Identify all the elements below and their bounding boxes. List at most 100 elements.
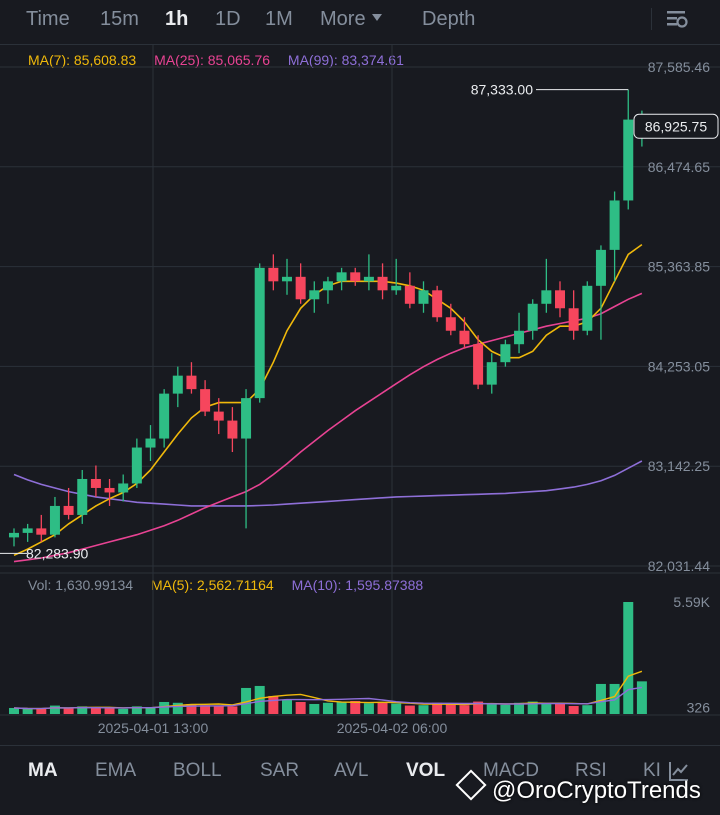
- chart-settings-icon[interactable]: [664, 6, 690, 32]
- volume-bar: [445, 703, 456, 714]
- candle: [432, 285, 443, 322]
- candle-body: [49, 505, 60, 535]
- candle-body: [514, 330, 525, 345]
- candle: [363, 254, 374, 291]
- candle: [595, 245, 606, 340]
- volume-bars: [9, 602, 647, 714]
- volume-bar: [514, 702, 525, 714]
- indicator-avl[interactable]: AVL: [334, 760, 369, 781]
- candle-body: [131, 447, 142, 484]
- price-axis-label: 85,363.85: [648, 259, 710, 275]
- candle-body: [159, 393, 170, 439]
- candle: [104, 478, 115, 506]
- indicator-boll[interactable]: BOLL: [173, 760, 222, 781]
- candle: [295, 263, 306, 304]
- volume-bar: [63, 707, 74, 714]
- candle-body: [486, 362, 497, 385]
- candle-body: [404, 285, 415, 304]
- indicator-rsi[interactable]: RSI: [575, 760, 607, 781]
- candle-body: [200, 389, 211, 412]
- candle-body: [295, 276, 306, 300]
- candle-body: [77, 478, 88, 515]
- indicator-ma[interactable]: MA: [28, 760, 58, 781]
- volume-bar: [336, 701, 347, 714]
- tab-depth[interactable]: Depth: [422, 8, 476, 30]
- ma99-line: [13, 460, 643, 507]
- candle: [172, 366, 183, 408]
- candle: [268, 254, 279, 291]
- candle: [227, 407, 238, 453]
- candlestick-chart[interactable]: 87,585.46 86,474.65 85,363.85 84,253.05 83,1…: [0, 0, 720, 745]
- candle-body: [568, 308, 579, 331]
- volume-bar: [527, 701, 538, 714]
- candle: [186, 362, 197, 394]
- chart-bottom-separator: [0, 745, 720, 746]
- indicator-macd[interactable]: MACD: [483, 760, 539, 781]
- candle-body: [609, 200, 620, 250]
- candle-body: [241, 398, 252, 439]
- candle-body: [213, 411, 224, 421]
- candle-body: [473, 344, 484, 385]
- volume-bar: [322, 702, 333, 714]
- candle-body: [623, 119, 634, 201]
- candle: [459, 317, 470, 349]
- indicator-vol[interactable]: VOL: [406, 760, 446, 781]
- toolbar-divider: [651, 8, 652, 30]
- candle: [582, 281, 593, 336]
- candle: [213, 398, 224, 435]
- tab-more[interactable]: More: [320, 8, 382, 31]
- indicator-ema[interactable]: EMA: [95, 760, 137, 781]
- volume-value: Vol: 1,630.99134: [28, 577, 134, 593]
- candle: [527, 299, 538, 340]
- indicator-settings-icon[interactable]: [668, 760, 690, 782]
- candles: [9, 89, 647, 547]
- price-axis-label: 87,585.46: [648, 59, 710, 75]
- candle-body: [541, 290, 552, 304]
- candle: [254, 263, 265, 403]
- tab-1m[interactable]: 1M: [265, 8, 293, 30]
- candle: [350, 267, 361, 286]
- volume-bar: [268, 695, 279, 714]
- candle-body: [282, 276, 292, 282]
- indicator-sar[interactable]: SAR: [260, 760, 300, 781]
- volume-legend: Vol: 1,630.99134 MA(5): 2,562.71164 MA(1…: [28, 577, 437, 593]
- candle-body: [322, 281, 333, 291]
- watermark-text: @OroCryptoTrends: [492, 777, 701, 804]
- candle: [336, 267, 347, 291]
- volume-bar: [200, 705, 211, 714]
- candle-body: [145, 438, 156, 448]
- tab-time[interactable]: Time: [26, 8, 70, 30]
- tab-1d[interactable]: 1D: [215, 8, 241, 30]
- volume-bar: [104, 708, 115, 714]
- ma7-value: MA(7): 85,608.83: [28, 52, 137, 68]
- candle-body: [36, 528, 47, 535]
- candle-body: [90, 478, 101, 488]
- timeframe-toolbar: Time 15m 1h 1D 1M More Depth: [0, 0, 720, 40]
- tab-more-label: More: [320, 8, 366, 30]
- chart-grid: [0, 45, 720, 716]
- ma25-value: MA(25): 85,065.76: [154, 52, 271, 68]
- volume-bar: [555, 703, 565, 714]
- candle: [145, 425, 156, 462]
- ma-legend: MA(7): 85,608.83 MA(25): 85,065.76 MA(99…: [28, 52, 418, 68]
- candle: [282, 258, 292, 295]
- price-axis-label: 86,474.65: [648, 159, 710, 175]
- candle-body: [104, 487, 115, 493]
- volume-bar: [36, 708, 47, 714]
- indicator-ki[interactable]: KI: [643, 760, 661, 781]
- high-marker-label: 87,333.00: [471, 82, 533, 98]
- candle-body: [445, 317, 456, 331]
- price-markers: 86,925.75 87,333.00 82,283.90: [0, 82, 719, 561]
- tab-1h[interactable]: 1h: [165, 8, 189, 30]
- volume-bar: [595, 683, 606, 714]
- volume-bar: [282, 699, 292, 714]
- candle: [609, 191, 620, 282]
- candle: [418, 281, 429, 313]
- candle: [391, 258, 402, 295]
- candle: [159, 389, 170, 448]
- volume-bar: [241, 687, 252, 714]
- volume-bar: [145, 707, 156, 714]
- volume-bar: [186, 703, 197, 714]
- tab-15m[interactable]: 15m: [100, 8, 139, 30]
- candle-body: [555, 290, 565, 309]
